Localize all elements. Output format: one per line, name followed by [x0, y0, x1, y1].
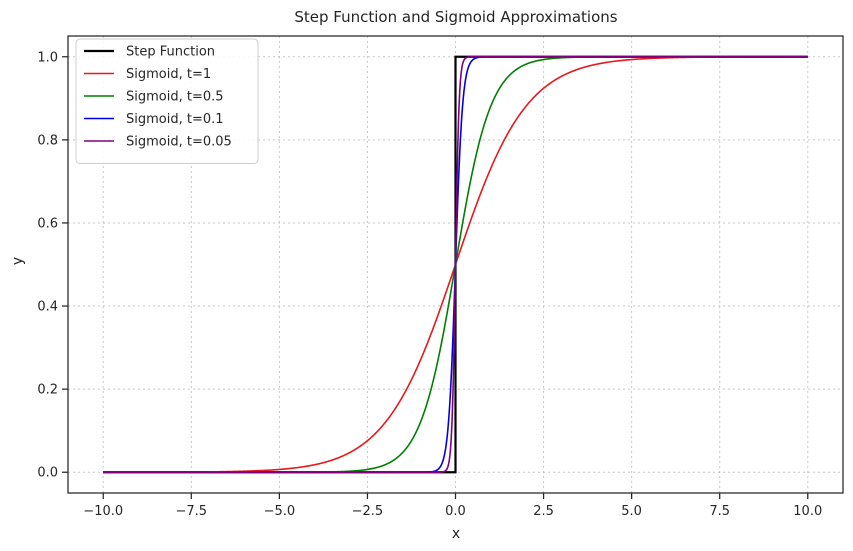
x-tick-label: −7.5: [176, 504, 208, 519]
x-tick-label: 7.5: [709, 504, 730, 519]
x-tick-label: 2.5: [533, 504, 554, 519]
y-tick-label: 0.8: [37, 133, 58, 148]
y-tick-label: 0.2: [37, 383, 58, 398]
axes-layer: −10.0 −7.5 −5.0 −2.5 0.0 2.5 5.0 7.5 10.0 0.0 0.2 0…: [37, 35, 844, 519]
legend-box: [75, 38, 259, 164]
legend-entry-1: Sigmoid, t=1: [126, 67, 211, 82]
x-tick-label: −10.0: [83, 504, 123, 519]
x-tick-label: 5.0: [621, 504, 642, 519]
legend-entry-0: Step Function: [126, 45, 215, 60]
y-tick-label: 0.6: [37, 216, 58, 231]
legend-entry-2: Sigmoid, t=0.5: [126, 90, 224, 105]
y-tick-label: 0.0: [37, 466, 58, 481]
legend: Step Function Sigmoid, t=1 Sigmoid, t=0.5 S…: [75, 38, 259, 164]
x-tick-label: −5.0: [264, 504, 296, 519]
series-layer: [103, 55, 808, 474]
y-axis-label: y: [10, 257, 26, 265]
x-tick-label: 0.0: [445, 504, 466, 519]
chart-title: Step Function and Sigmoid Approximations: [294, 8, 617, 26]
x-tick-label: −2.5: [352, 504, 384, 519]
x-tick-label: 10.0: [793, 504, 822, 519]
x-axis-label: x: [452, 526, 460, 542]
y-tick-label: 1.0: [37, 50, 58, 65]
legend-entry-3: Sigmoid, t=0.1: [126, 112, 224, 127]
y-tick-label: 0.4: [37, 300, 58, 315]
legend-entry-4: Sigmoid, t=0.05: [126, 135, 232, 150]
series-line-4: [103, 55, 808, 474]
